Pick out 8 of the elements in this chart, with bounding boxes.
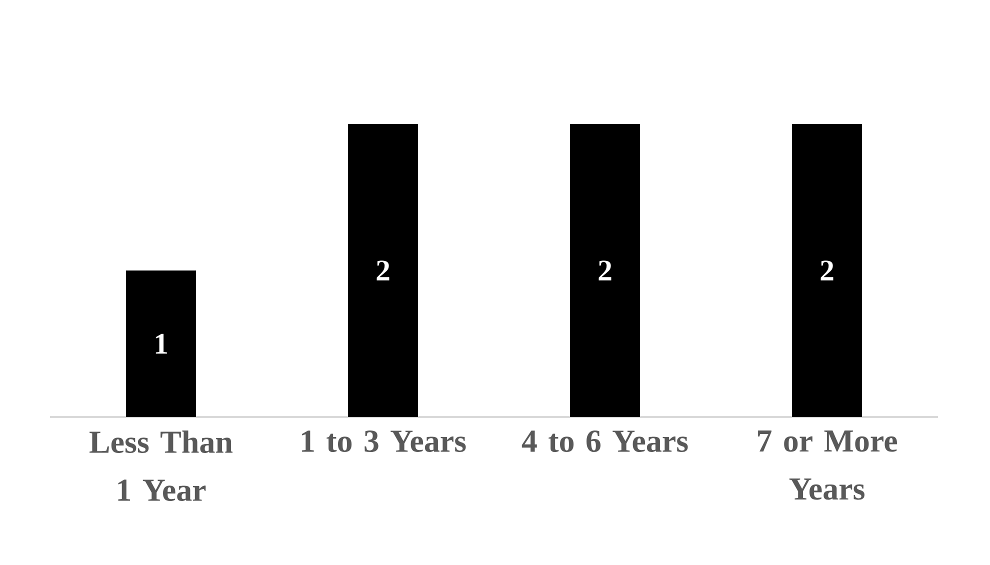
data-label: 2 — [820, 260, 834, 280]
x-tick-label: 4 to 6 Years — [522, 430, 688, 452]
x-tick-label: Less Than 1 Year — [90, 430, 233, 502]
data-label: 2 — [598, 260, 612, 280]
data-label: 1 — [156, 334, 167, 354]
x-tick-label: 1 to 3 Years — [302, 430, 466, 452]
x-tick-label: 7 or More Years — [758, 430, 897, 500]
data-label: 2 — [376, 260, 390, 280]
